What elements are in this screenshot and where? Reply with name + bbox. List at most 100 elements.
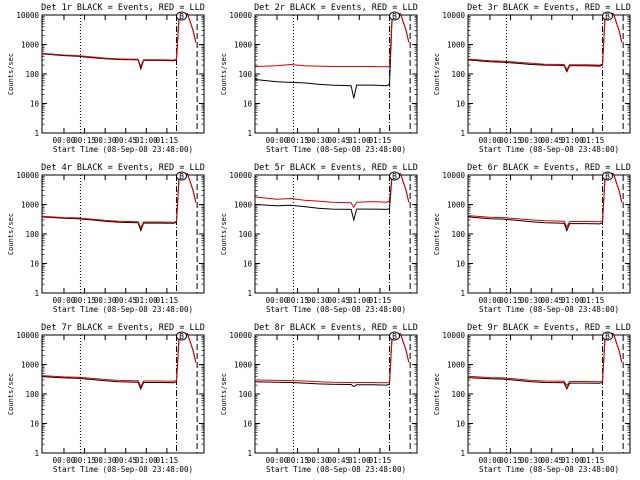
y-tick-label: 10 bbox=[456, 420, 466, 429]
x-tick-label: 00:15 bbox=[499, 136, 522, 145]
x-tick-label: 00:45 bbox=[327, 136, 350, 145]
x-tick-label: 00:00 bbox=[266, 456, 289, 465]
y-axis-label: Counts/sec bbox=[7, 213, 15, 255]
x-tick-label: 00:00 bbox=[266, 136, 289, 145]
series-line-red bbox=[41, 12, 197, 68]
y-tick-label: 10 bbox=[243, 100, 253, 109]
x-tick-label: 01:00 bbox=[348, 296, 371, 305]
marker-label: B bbox=[605, 12, 610, 21]
y-tick-label: 10 bbox=[243, 260, 253, 269]
panel-9: Det 9r BLACK = Events, RED = LLD 1 10 100 10… bbox=[433, 323, 631, 474]
panel-title: Det 4r BLACK = Events, RED = LLD bbox=[41, 163, 205, 173]
plot-frame bbox=[254, 14, 418, 134]
y-tick-label: 100 bbox=[25, 390, 39, 399]
y-tick-label: 10000 bbox=[442, 171, 465, 180]
plot-frame bbox=[41, 334, 205, 454]
panel-title: Det 3r BLACK = Events, RED = LLD bbox=[467, 3, 631, 13]
series-line-red bbox=[41, 172, 197, 230]
x-tick-label: 01:15 bbox=[156, 456, 179, 465]
y-tick-label: 1 bbox=[460, 129, 465, 138]
x-tick-label: 01:15 bbox=[369, 296, 392, 305]
x-tick-label: 00:45 bbox=[114, 136, 137, 145]
series-line-black bbox=[467, 332, 623, 390]
y-tick-label: 10000 bbox=[442, 11, 465, 20]
x-tick-label: 01:00 bbox=[135, 136, 158, 145]
y-tick-label: 1 bbox=[34, 289, 39, 298]
panel-8: Det 8r BLACK = Events, RED = LLD 1 10 100 10… bbox=[220, 323, 418, 474]
x-axis-label: Start Time (08-Sep-08 23:48:00) bbox=[53, 145, 193, 154]
y-tick-label: 1000 bbox=[234, 41, 253, 50]
x-tick-label: 00:15 bbox=[286, 296, 309, 305]
plot-frame bbox=[467, 334, 631, 454]
x-tick-label: 00:15 bbox=[73, 136, 96, 145]
x-tick-label: 00:00 bbox=[266, 296, 289, 305]
x-tick-label: 01:00 bbox=[348, 136, 371, 145]
marker-label: B bbox=[392, 172, 397, 181]
x-tick-label: 01:00 bbox=[561, 456, 584, 465]
x-tick-label: 01:15 bbox=[369, 456, 392, 465]
marker-oval bbox=[602, 171, 614, 181]
y-tick-label: 10 bbox=[30, 100, 40, 109]
panel-3: Det 3r BLACK = Events, RED = LLD 1 10 100 10… bbox=[433, 3, 631, 154]
panel-title: Det 9r BLACK = Events, RED = LLD bbox=[467, 323, 631, 333]
y-tick-label: 100 bbox=[451, 70, 465, 79]
x-axis-label: Start Time (08-Sep-08 23:48:00) bbox=[266, 465, 406, 474]
x-tick-label: 00:30 bbox=[520, 456, 543, 465]
y-axis-label: Counts/sec bbox=[433, 53, 441, 95]
y-tick-label: 1 bbox=[247, 449, 252, 458]
marker-oval bbox=[602, 331, 614, 341]
y-axis-label: Counts/sec bbox=[220, 213, 228, 255]
y-axis-label: Counts/sec bbox=[7, 53, 15, 95]
y-tick-label: 1 bbox=[34, 129, 39, 138]
x-tick-label: 00:30 bbox=[307, 456, 330, 465]
y-tick-label: 1000 bbox=[21, 361, 40, 370]
marker-label: B bbox=[179, 12, 184, 21]
x-tick-label: 01:15 bbox=[369, 136, 392, 145]
y-axis-label: Counts/sec bbox=[433, 213, 441, 255]
series-line-black bbox=[467, 12, 623, 73]
panel-2: Det 2r BLACK = Events, RED = LLD 1 10 100 10… bbox=[220, 3, 418, 154]
y-tick-label: 1000 bbox=[447, 361, 466, 370]
y-axis-label: Counts/sec bbox=[433, 373, 441, 415]
x-tick-label: 00:00 bbox=[53, 296, 76, 305]
x-tick-label: 00:45 bbox=[540, 296, 563, 305]
y-tick-label: 100 bbox=[238, 230, 252, 239]
marker-oval bbox=[176, 331, 188, 341]
y-tick-label: 10 bbox=[456, 100, 466, 109]
x-tick-label: 01:00 bbox=[348, 456, 371, 465]
plot-frame bbox=[254, 174, 418, 294]
x-tick-label: 01:15 bbox=[582, 456, 605, 465]
y-tick-label: 100 bbox=[451, 390, 465, 399]
x-tick-label: 00:15 bbox=[499, 296, 522, 305]
x-axis-label: Start Time (08-Sep-08 23:48:00) bbox=[53, 465, 193, 474]
y-tick-label: 1 bbox=[247, 289, 252, 298]
marker-label: B bbox=[605, 332, 610, 341]
plot-frame bbox=[41, 14, 205, 134]
x-axis-label: Start Time (08-Sep-08 23:48:00) bbox=[479, 145, 619, 154]
y-tick-label: 10000 bbox=[229, 171, 252, 180]
panel-title: Det 2r BLACK = Events, RED = LLD bbox=[254, 3, 418, 13]
panel-7: Det 7r BLACK = Events, RED = LLD 1 10 100 10… bbox=[7, 323, 205, 474]
panel-title: Det 6r BLACK = Events, RED = LLD bbox=[467, 163, 631, 173]
x-tick-label: 01:15 bbox=[156, 296, 179, 305]
x-tick-label: 01:15 bbox=[582, 136, 605, 145]
y-axis-label: Counts/sec bbox=[7, 373, 15, 415]
y-tick-label: 10000 bbox=[16, 171, 39, 180]
panel-1: Det 1r BLACK = Events, RED = LLD 1 10 100 10… bbox=[7, 3, 205, 154]
x-tick-label: 00:45 bbox=[540, 136, 563, 145]
x-tick-label: 00:15 bbox=[286, 136, 309, 145]
marker-label: B bbox=[179, 172, 184, 181]
plot-frame bbox=[467, 14, 631, 134]
marker-oval bbox=[389, 331, 401, 341]
panel-title: Det 7r BLACK = Events, RED = LLD bbox=[41, 323, 205, 333]
series-line-red bbox=[467, 332, 623, 387]
x-axis-label: Start Time (08-Sep-08 23:48:00) bbox=[53, 305, 193, 314]
marker-label: B bbox=[605, 172, 610, 181]
y-tick-label: 10000 bbox=[16, 11, 39, 20]
x-tick-label: 00:00 bbox=[479, 296, 502, 305]
y-tick-label: 1000 bbox=[21, 41, 40, 50]
panel-6: Det 6r BLACK = Events, RED = LLD 1 10 100 10… bbox=[433, 163, 631, 314]
x-tick-label: 00:30 bbox=[94, 136, 117, 145]
x-tick-label: 01:00 bbox=[135, 456, 158, 465]
